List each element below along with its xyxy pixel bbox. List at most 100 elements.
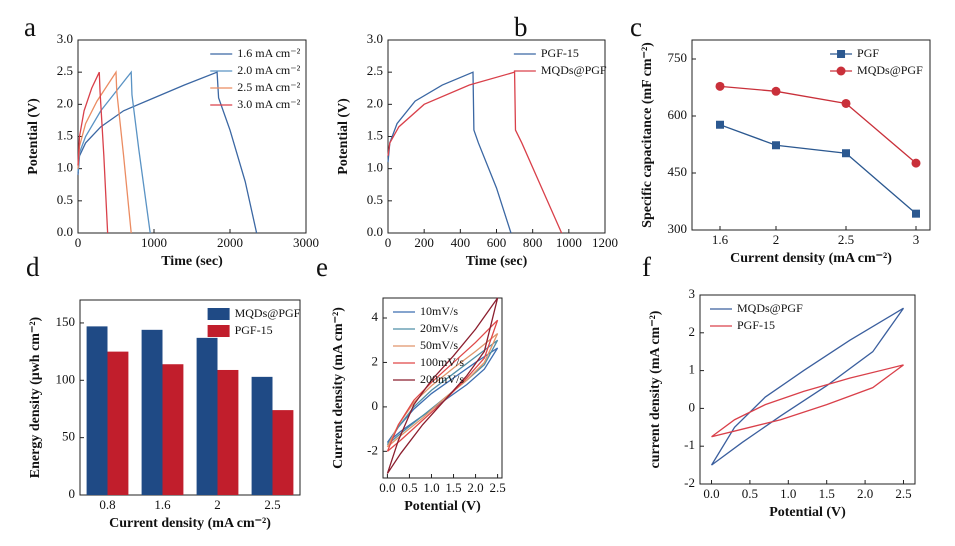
marker — [772, 141, 780, 150]
series-line — [77, 70, 132, 234]
legend-label: MQDs@PGF — [541, 63, 607, 77]
legend-label: PGF — [857, 46, 879, 60]
y-tick-label: 0 — [689, 399, 696, 414]
y-tick-label: 0 — [372, 398, 379, 413]
x-tick-label: 0 — [385, 235, 392, 250]
x-tick-label: 1.0 — [780, 486, 796, 501]
legend-label: PGF-15 — [737, 318, 775, 332]
y-tick-label: 2.5 — [367, 63, 383, 78]
y-tick-label: 2.5 — [57, 63, 73, 78]
y-tick-label: 4 — [372, 309, 379, 324]
x-tick-label: 1000 — [141, 235, 167, 250]
y-tick-label: 1.0 — [367, 160, 383, 175]
series-line — [711, 364, 904, 438]
y-tick-label: -2 — [684, 475, 695, 490]
plot-frame — [382, 297, 503, 479]
x-tick-label: 2 — [773, 232, 780, 247]
bar — [272, 410, 294, 495]
x-tick-label: 0.5 — [742, 486, 758, 501]
marker — [841, 98, 851, 108]
y-tick-label: 750 — [668, 50, 688, 65]
series-line — [386, 319, 499, 452]
x-tick-label: 1200 — [592, 235, 618, 250]
panel-letter: c — [630, 12, 642, 42]
legend-swatch — [207, 308, 230, 320]
series-line — [386, 297, 499, 474]
legend-marker — [836, 66, 846, 76]
y-axis-label: Energy density (μwh cm⁻²) — [28, 316, 43, 478]
bar — [251, 376, 273, 495]
x-tick-label: 3 — [913, 232, 920, 247]
y-tick-label: -1 — [684, 437, 695, 452]
x-axis-label: Time (sec) — [466, 254, 528, 269]
x-tick-label: 600 — [487, 235, 507, 250]
x-tick-label: 2.5 — [264, 497, 280, 512]
x-tick-label: 0.0 — [703, 486, 719, 501]
legend-label: 200mV/s — [420, 372, 464, 386]
y-tick-label: 3 — [689, 286, 696, 301]
marker — [716, 120, 724, 129]
legend-label: MQDs@PGF — [737, 301, 803, 315]
x-tick-label: 400 — [451, 235, 471, 250]
series-line — [386, 339, 499, 446]
x-tick-label: 2.5 — [489, 480, 505, 495]
x-tick-label: 0.0 — [379, 480, 395, 495]
legend-swatch — [207, 325, 230, 337]
x-tick-label: 1.6 — [712, 232, 729, 247]
panel-letter: d — [26, 252, 40, 282]
y-tick-label: 0.0 — [367, 224, 383, 239]
y-tick-label: 0 — [69, 486, 76, 501]
legend-label: 20mV/s — [420, 321, 458, 335]
y-tick-label: 2.0 — [57, 95, 73, 110]
y-axis-label: Current density (mA cm⁻²) — [331, 307, 346, 469]
series-line — [710, 307, 905, 466]
x-axis-label: Potential (V) — [769, 505, 846, 520]
bar — [162, 364, 184, 495]
y-tick-label: 2 — [372, 353, 379, 368]
series-line — [77, 70, 151, 234]
y-tick-label: 1.5 — [367, 127, 383, 142]
legend-label: 1.6 mA cm⁻² — [237, 46, 300, 60]
panel-letter: e — [316, 252, 328, 282]
series-line — [719, 124, 917, 215]
legend-label: 2.5 mA cm⁻² — [237, 80, 300, 94]
y-tick-label: 0.0 — [57, 224, 73, 239]
y-axis-label: current density (mA cm⁻²) — [648, 310, 663, 468]
legend-marker — [837, 50, 846, 58]
x-tick-label: 2.0 — [467, 480, 483, 495]
bar — [196, 337, 218, 495]
x-tick-label: 1.0 — [423, 480, 439, 495]
x-tick-label: 200 — [414, 235, 434, 250]
x-tick-label: 0.8 — [99, 497, 115, 512]
y-tick-label: 2 — [689, 324, 696, 339]
y-tick-label: 1.0 — [57, 160, 73, 175]
y-tick-label: 3.0 — [57, 31, 73, 46]
bar — [141, 329, 163, 495]
y-axis-label: Potential (V) — [26, 98, 41, 175]
x-tick-label: 1.6 — [154, 497, 171, 512]
x-tick-label: 3000 — [293, 235, 319, 250]
plot-frame — [699, 294, 916, 485]
panel-letter: b — [514, 12, 528, 42]
x-tick-label: 800 — [523, 235, 543, 250]
x-axis-label: Potential (V) — [404, 499, 481, 514]
x-tick-label: 2 — [214, 497, 221, 512]
legend-label: 100mV/s — [420, 355, 464, 369]
y-tick-label: 0.5 — [57, 192, 73, 207]
legend-label: 50mV/s — [420, 338, 458, 352]
y-tick-label: 100 — [56, 371, 76, 386]
y-axis-label: Potential (V) — [336, 98, 351, 175]
marker — [842, 149, 850, 158]
legend-label: 10mV/s — [420, 304, 458, 318]
bar — [217, 369, 239, 495]
y-tick-label: 150 — [56, 314, 76, 329]
legend-label: MQDs@PGF — [235, 306, 301, 320]
y-tick-label: 50 — [62, 429, 75, 444]
x-tick-label: 0 — [75, 235, 82, 250]
legend-label: MQDs@PGF — [857, 63, 923, 77]
y-tick-label: 3.0 — [367, 31, 383, 46]
x-tick-label: 2.5 — [895, 486, 911, 501]
x-tick-label: 2.5 — [838, 232, 854, 247]
plot-frame — [79, 299, 301, 496]
